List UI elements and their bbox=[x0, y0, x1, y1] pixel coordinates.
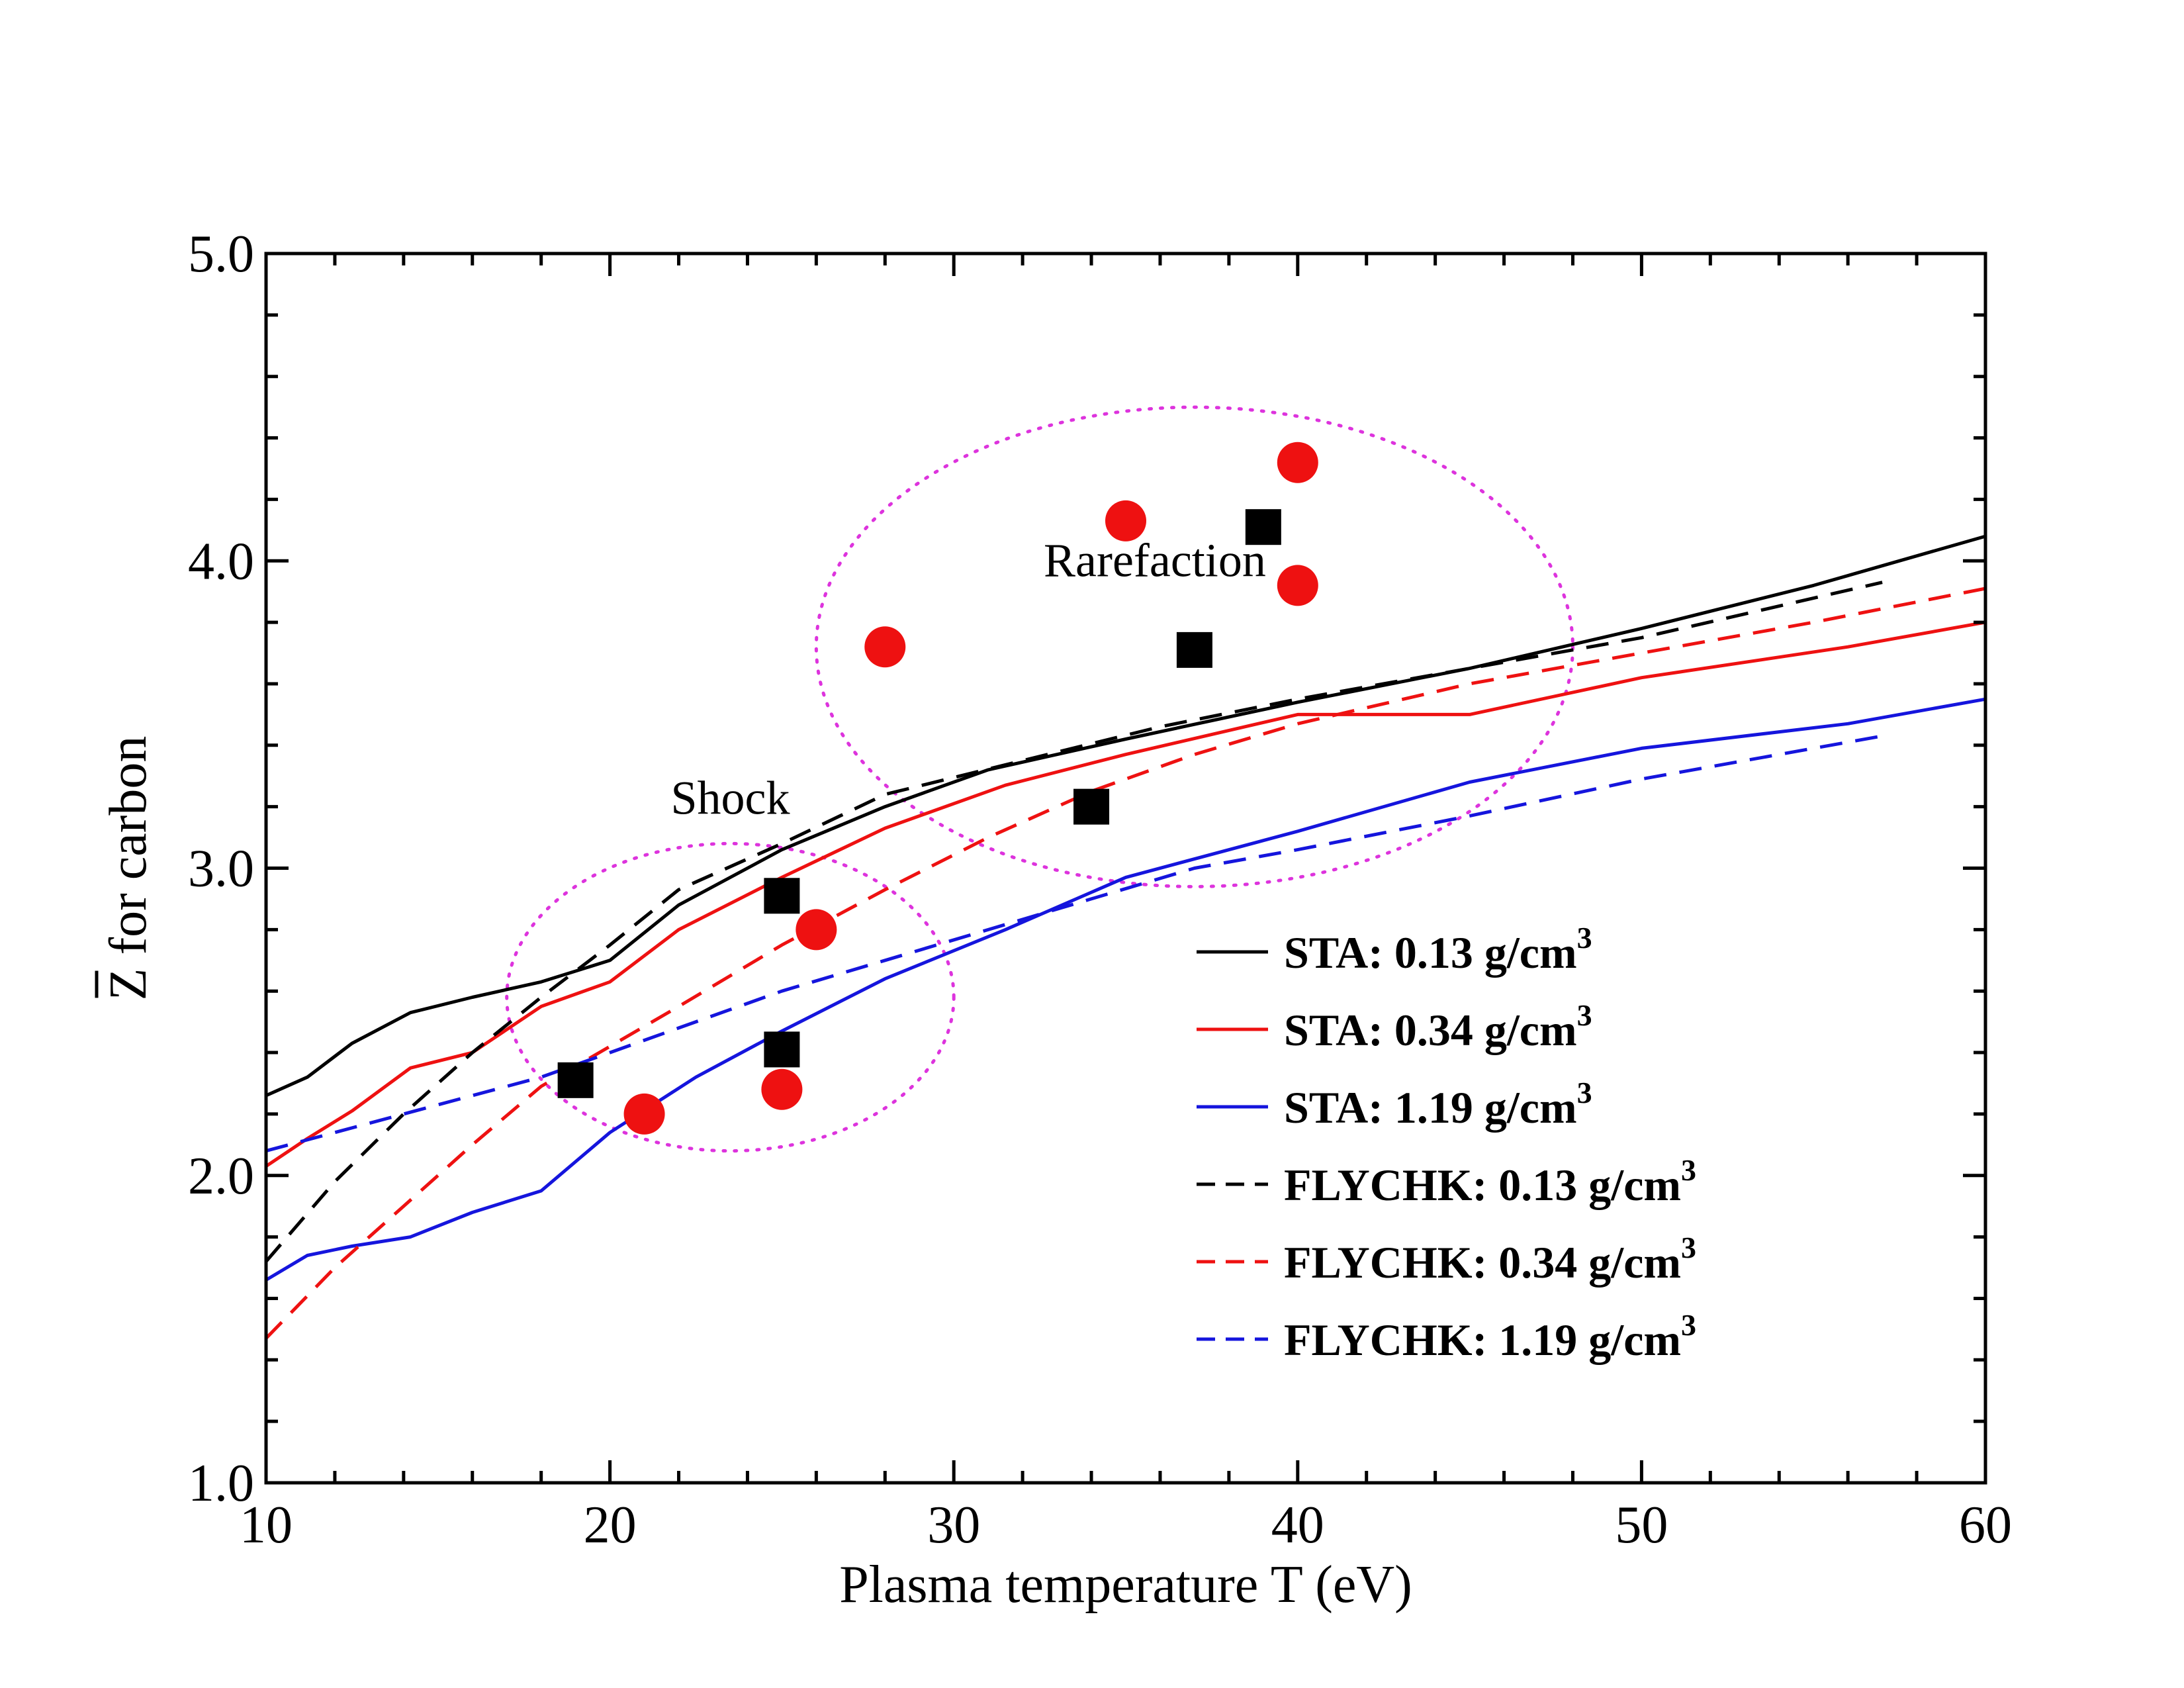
data-markers bbox=[557, 442, 1318, 1135]
y-tick-label: 4.0 bbox=[188, 532, 254, 590]
legend-label: FLYCHK: 0.13 g/cm3 bbox=[1284, 1153, 1696, 1210]
series-line-4 bbox=[265, 586, 1986, 1340]
x-tick-label: 50 bbox=[1615, 1496, 1668, 1554]
svg-text:Z for carbon: Z for carbon bbox=[99, 736, 158, 1001]
x-tick-label: 20 bbox=[584, 1496, 637, 1554]
circle-marker bbox=[1105, 500, 1146, 541]
annotation-regions bbox=[505, 405, 1574, 1153]
region-shock-ellipse bbox=[505, 841, 956, 1153]
y-tick-label: 2.0 bbox=[188, 1147, 254, 1205]
region-rarefaction-ellipse bbox=[814, 405, 1574, 888]
square-marker bbox=[1073, 788, 1110, 825]
series-line-3 bbox=[265, 581, 1883, 1263]
x-tick-label: 10 bbox=[240, 1496, 293, 1554]
x-tick-label: 60 bbox=[1959, 1496, 2012, 1554]
y-tick-label: 5.0 bbox=[188, 225, 254, 283]
square-marker bbox=[764, 878, 800, 914]
series-line-5 bbox=[265, 734, 1883, 1153]
legend-label: STA: 1.19 g/cm3 bbox=[1284, 1076, 1592, 1133]
legend: STA: 0.13 g/cm3 STA: 0.34 g/cm3 STA: 1.19 … bbox=[1197, 921, 1696, 1365]
legend-label: STA: 0.13 g/cm3 bbox=[1284, 921, 1592, 978]
circle-marker bbox=[1277, 565, 1318, 606]
tick-labels: 10 20 30 40 50 60 1.0 2.0 3.0 4.0 5.0 bbox=[188, 225, 2012, 1554]
series-line-1 bbox=[265, 620, 1986, 1168]
x-tick-label: 30 bbox=[927, 1496, 980, 1554]
circle-marker bbox=[796, 909, 837, 951]
y-axis-title: Z for carbon bbox=[95, 736, 158, 1001]
y-tick-label: 1.0 bbox=[188, 1454, 254, 1513]
circle-marker bbox=[623, 1093, 665, 1135]
square-marker bbox=[1176, 632, 1212, 668]
circle-marker bbox=[761, 1068, 803, 1110]
circle-marker bbox=[864, 626, 906, 668]
series-lines bbox=[265, 534, 1986, 1340]
series-line-0 bbox=[265, 534, 1986, 1098]
legend-label: FLYCHK: 0.34 g/cm3 bbox=[1284, 1231, 1696, 1288]
y-axis-title-text: for carbon bbox=[99, 736, 158, 968]
y-tick-label: 3.0 bbox=[188, 840, 254, 898]
series-line-2 bbox=[265, 697, 1986, 1282]
square-marker bbox=[1245, 509, 1281, 545]
square-marker bbox=[764, 1031, 800, 1068]
x-tick-label: 40 bbox=[1271, 1496, 1324, 1554]
x-axis-title: Plasma temperature T (eV) bbox=[839, 1556, 1412, 1614]
circle-marker bbox=[1277, 442, 1318, 483]
legend-label: STA: 0.34 g/cm3 bbox=[1284, 998, 1592, 1055]
axis-ticks bbox=[264, 252, 1987, 1485]
rarefaction-label: Rarefaction bbox=[1044, 534, 1266, 586]
shock-label: Shock bbox=[670, 771, 790, 824]
plot-frame bbox=[264, 252, 1987, 1485]
legend-label: FLYCHK: 1.19 g/cm3 bbox=[1284, 1308, 1696, 1365]
y-axis-title-symbol: Z bbox=[99, 968, 158, 1001]
square-marker bbox=[557, 1062, 594, 1098]
